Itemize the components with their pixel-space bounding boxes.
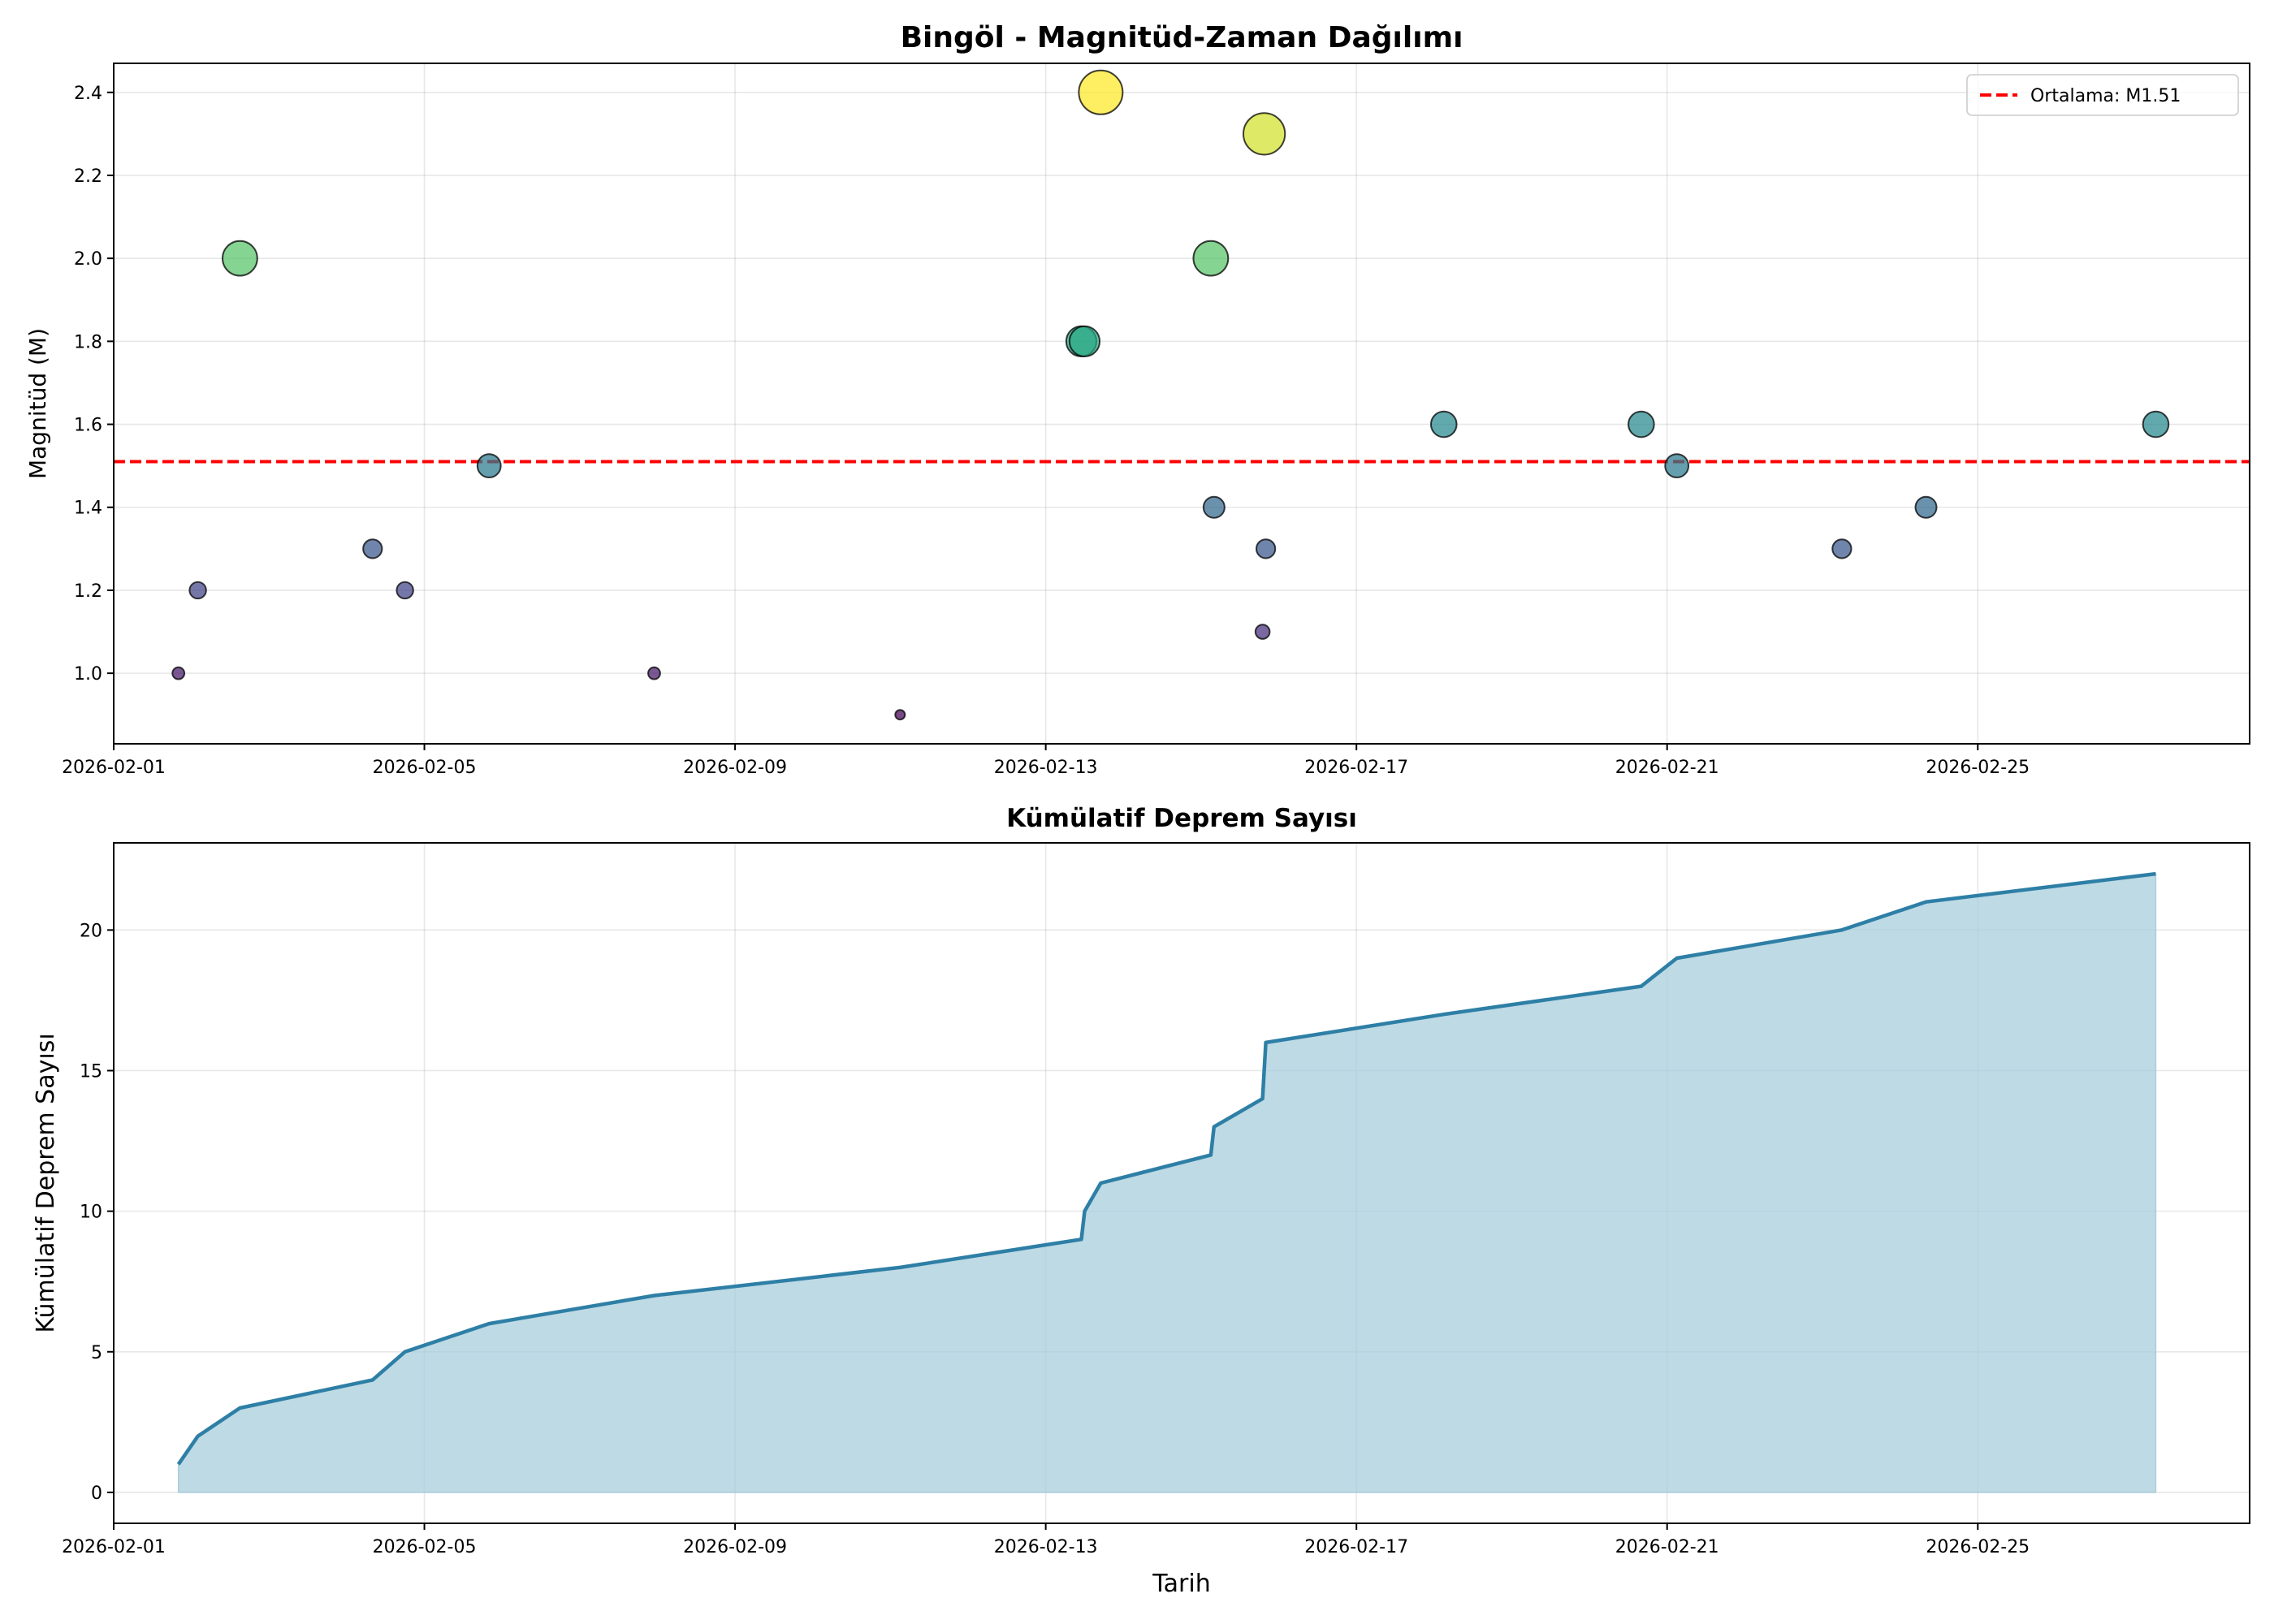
earthquake-point — [396, 581, 414, 600]
magnitude-y-tick-label: 1.2 — [74, 581, 102, 602]
magnitude-x-axis: 2026-02-01 2026-02-05 2026-02-09 2026-02-13… — [62, 744, 2030, 778]
magnitude-time-panel: Bingöl - Magnitüd-Zaman Dağılımı 2026-02… — [24, 21, 2250, 778]
magnitude-x-tick-label: 2026-02-13 — [994, 758, 1098, 778]
earthquake-point — [171, 666, 186, 680]
magnitude-plot-frame — [113, 63, 2250, 745]
earthquake-point — [1664, 453, 1690, 479]
magnitude-y-tick-label: 2.4 — [74, 84, 102, 104]
cumulative-y-tick-label: 15 — [80, 1061, 102, 1082]
earthquake-point — [1243, 112, 1286, 156]
magnitude-grid — [113, 63, 2250, 744]
magnitude-y-tick-label: 1.0 — [74, 664, 102, 685]
magnitude-x-tick-label: 2026-02-01 — [62, 758, 166, 778]
magnitude-y-label: Magnitüd (M) — [24, 328, 51, 479]
earthquake-point — [1202, 495, 1226, 519]
magnitude-x-tick-label: 2026-02-25 — [1926, 758, 2030, 778]
earthquake-point — [1254, 624, 1271, 640]
magnitude-x-tick-label: 2026-02-09 — [683, 758, 787, 778]
earthquake-point — [1192, 240, 1230, 277]
magnitude-x-tick-label: 2026-02-21 — [1615, 758, 1719, 778]
magnitude-points — [171, 69, 2170, 721]
magnitude-y-tick-label: 1.4 — [74, 499, 102, 519]
earthquake-point — [1628, 410, 1655, 438]
earthquake-point — [1831, 538, 1852, 559]
cumulative-x-tick-label: 2026-02-21 — [1615, 1537, 1719, 1557]
cumulative-panel: Kümülatif Deprem Sayısı 2026-02-01 2026-0… — [32, 804, 2250, 1598]
legend-box — [1966, 74, 2239, 116]
magnitude-y-tick-label: 1.8 — [74, 332, 102, 352]
magnitude-y-axis: 1.0 1.2 1.4 1.6 1.8 2.0 2.2 2.4 — [74, 84, 114, 685]
magnitude-legend: Ortalama: M1.51 — [1966, 74, 2239, 116]
earthquake-point — [362, 538, 383, 559]
magnitude-chart-title: Bingöl - Magnitüd-Zaman Dağılımı — [901, 21, 1463, 54]
earthquake-point — [1078, 69, 1124, 115]
cumulative-x-tick-label: 2026-02-25 — [1926, 1537, 2030, 1557]
legend-mean-label: Ortalama: M1.51 — [2030, 86, 2181, 106]
magnitude-y-tick-label: 2.2 — [74, 166, 102, 187]
earthquake-point — [647, 666, 661, 680]
earthquake-point — [476, 453, 502, 479]
cumulative-y-axis: 0 5 10 15 20 — [80, 921, 114, 1504]
magnitude-x-tick-label: 2026-02-05 — [373, 758, 477, 778]
cumulative-x-tick-label: 2026-02-09 — [683, 1537, 787, 1557]
earthquake-point — [1914, 495, 1938, 519]
cumulative-x-axis: 2026-02-01 2026-02-05 2026-02-09 2026-02-13… — [62, 1523, 2030, 1557]
magnitude-y-tick-label: 2.0 — [74, 249, 102, 270]
cumulative-x-tick-label: 2026-02-17 — [1304, 1537, 1408, 1557]
cumulative-y-tick-label: 0 — [91, 1484, 102, 1504]
earthquake-point — [1256, 538, 1277, 559]
cumulative-y-tick-label: 10 — [80, 1203, 102, 1223]
cumulative-y-tick-label: 5 — [91, 1343, 102, 1363]
cumulative-y-label: Kümülatif Deprem Sayısı — [32, 1033, 60, 1332]
cumulative-y-tick-label: 20 — [80, 921, 102, 941]
cumulative-chart-title: Kümülatif Deprem Sayısı — [1006, 804, 1357, 833]
earthquake-point — [222, 240, 258, 277]
earthquake-point — [2142, 410, 2170, 438]
cumulative-x-tick-label: 2026-02-05 — [373, 1537, 477, 1557]
earthquake-point — [894, 709, 906, 721]
cumulative-x-label: Tarih — [1152, 1570, 1210, 1598]
magnitude-x-tick-label: 2026-02-17 — [1304, 758, 1408, 778]
magnitude-y-tick-label: 1.6 — [74, 416, 102, 436]
cumulative-x-tick-label: 2026-02-01 — [62, 1537, 166, 1557]
cumulative-plot-frame — [113, 842, 2250, 1524]
cumulative-x-tick-label: 2026-02-13 — [994, 1537, 1098, 1557]
cumulative-line — [176, 871, 2156, 1466]
earthquake-point — [188, 581, 207, 600]
earthquake-point — [1068, 325, 1101, 357]
earthquake-point — [1429, 410, 1458, 438]
